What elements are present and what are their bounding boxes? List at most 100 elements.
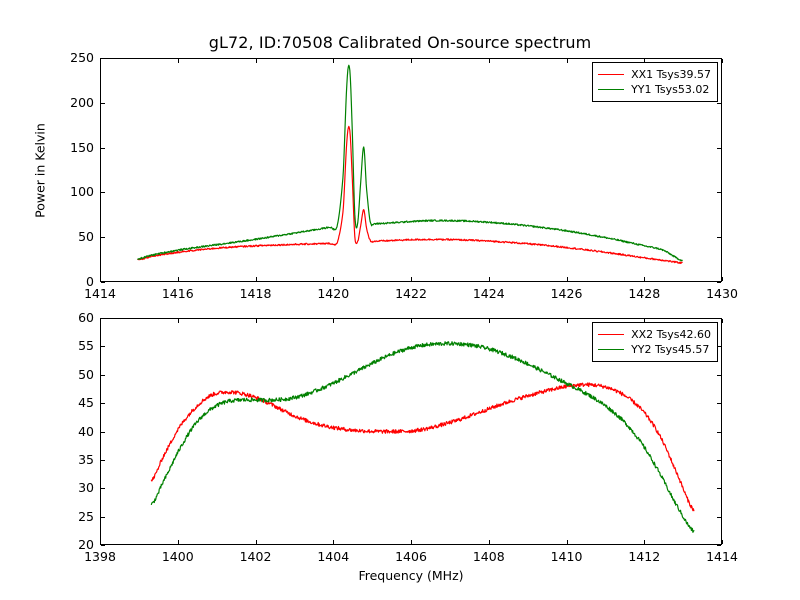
legend-color-swatch-xx1 (598, 74, 625, 75)
y-tick-label: 40 (78, 423, 94, 439)
y-tick-mark (717, 318, 721, 319)
y-tick-label: 200 (70, 94, 94, 110)
x-tick-label: 1424 (472, 286, 505, 301)
y-tick-mark (101, 346, 105, 348)
x-tick-label: 1410 (550, 549, 583, 564)
legend-item: XX1 Tsys39.57 (598, 67, 711, 82)
y-tick-mark (101, 403, 105, 405)
x-tick-mark (177, 540, 179, 544)
x-tick-mark (255, 319, 257, 323)
x-tick-mark (644, 277, 646, 281)
y-tick-label: 50 (78, 229, 94, 245)
y-tick-mark (101, 374, 105, 376)
x-tick-mark (566, 277, 568, 281)
x-tick-mark (100, 319, 101, 323)
x-tick-mark (722, 59, 723, 63)
series-line-xx1 (137, 125, 683, 265)
x-tick-label: 1430 (706, 286, 738, 301)
y-tick-mark (717, 545, 721, 546)
x-tick-label: 1422 (395, 286, 427, 301)
x-tick-label: 1408 (472, 549, 505, 564)
legend-item: YY2 Tsys45.57 (598, 342, 711, 357)
y-tick-label: 55 (78, 338, 94, 354)
y-tick-mark (717, 282, 721, 283)
x-tick-label: 1426 (550, 286, 583, 301)
y-tick-mark (717, 237, 721, 239)
x-tick-mark (411, 59, 412, 63)
x-tick-label: 1412 (628, 549, 661, 564)
x-tick-label: 1420 (317, 286, 350, 301)
x-tick-mark (644, 59, 646, 63)
y-tick-mark (101, 431, 105, 433)
x-tick-mark (411, 319, 412, 323)
legend-color-swatch-yy1 (598, 89, 625, 90)
y-tick-label: 0 (86, 274, 94, 289)
top-panel-legend: XX1 Tsys39.57 YY1 Tsys53.02 (592, 62, 718, 102)
y-tick-mark (717, 102, 721, 104)
x-tick-label: 1428 (628, 286, 661, 301)
top-panel-axes: XX1 Tsys39.57 YY1 Tsys53.02 (100, 58, 722, 282)
y-tick-mark (717, 346, 721, 348)
y-tick-mark (717, 374, 721, 376)
x-tick-mark (255, 277, 257, 281)
x-tick-label: 1402 (239, 549, 272, 564)
bottom-panel-legend: XX2 Tsys42.60 YY2 Tsys45.57 (592, 322, 718, 362)
y-tick-mark (717, 459, 721, 461)
y-tick-mark (101, 545, 105, 546)
y-tick-label: 250 (70, 50, 94, 65)
legend-label-yy1: YY1 Tsys53.02 (631, 83, 710, 96)
x-tick-label: 1398 (84, 549, 116, 564)
x-tick-mark (644, 540, 646, 544)
y-tick-mark (101, 488, 105, 490)
y-tick-label: 30 (78, 480, 94, 496)
legend-color-swatch-yy2 (598, 349, 625, 350)
y-tick-mark (101, 192, 105, 194)
x-tick-label: 1414 (706, 549, 738, 564)
y-tick-label: 35 (78, 451, 94, 467)
y-tick-mark (101, 102, 105, 104)
legend-label-xx1: XX1 Tsys39.57 (631, 68, 711, 81)
legend-item: YY1 Tsys53.02 (598, 82, 711, 97)
x-tick-mark (255, 59, 257, 63)
y-tick-mark (717, 147, 721, 149)
series-line-yy2 (150, 341, 695, 533)
y-tick-label: 150 (70, 139, 94, 155)
x-tick-mark (100, 540, 101, 544)
y-tick-mark (101, 516, 105, 518)
y-tick-mark (101, 282, 105, 283)
x-tick-mark (488, 319, 490, 323)
x-tick-mark (177, 277, 179, 281)
series-line-yy1 (137, 64, 683, 262)
page-title: gL72, ID:70508 Calibrated On-source spec… (208, 33, 592, 52)
y-tick-label: 100 (70, 184, 94, 200)
x-tick-mark (722, 277, 723, 281)
x-tick-mark (333, 59, 335, 63)
x-tick-mark (488, 277, 490, 281)
x-tick-mark (488, 59, 490, 63)
x-tick-label: 1414 (84, 286, 116, 301)
y-tick-mark (101, 459, 105, 461)
legend-label-xx2: XX2 Tsys42.60 (631, 328, 711, 341)
y-tick-mark (717, 403, 721, 405)
y-tick-mark (101, 58, 105, 59)
x-tick-mark (411, 540, 412, 544)
x-tick-label: 1404 (317, 549, 350, 564)
y-tick-mark (717, 488, 721, 490)
x-tick-mark (566, 540, 568, 544)
x-tick-mark (255, 540, 257, 544)
x-tick-mark (333, 319, 335, 323)
y-tick-mark (101, 318, 105, 319)
top-panel-plot-area (137, 64, 683, 265)
x-tick-mark (333, 540, 335, 544)
y-tick-mark (101, 147, 105, 149)
y-tick-label: 60 (78, 310, 94, 325)
bottom-panel-x-axis-label: Frequency (MHz) (358, 568, 464, 583)
x-tick-mark (177, 59, 179, 63)
x-tick-label: 1416 (161, 286, 194, 301)
top-panel-y-axis-label: Power in Kelvin (32, 123, 48, 218)
y-tick-mark (717, 516, 721, 518)
x-tick-mark (566, 319, 568, 323)
y-tick-mark (101, 237, 105, 239)
legend-item: XX2 Tsys42.60 (598, 327, 711, 342)
y-tick-label: 20 (78, 537, 94, 552)
